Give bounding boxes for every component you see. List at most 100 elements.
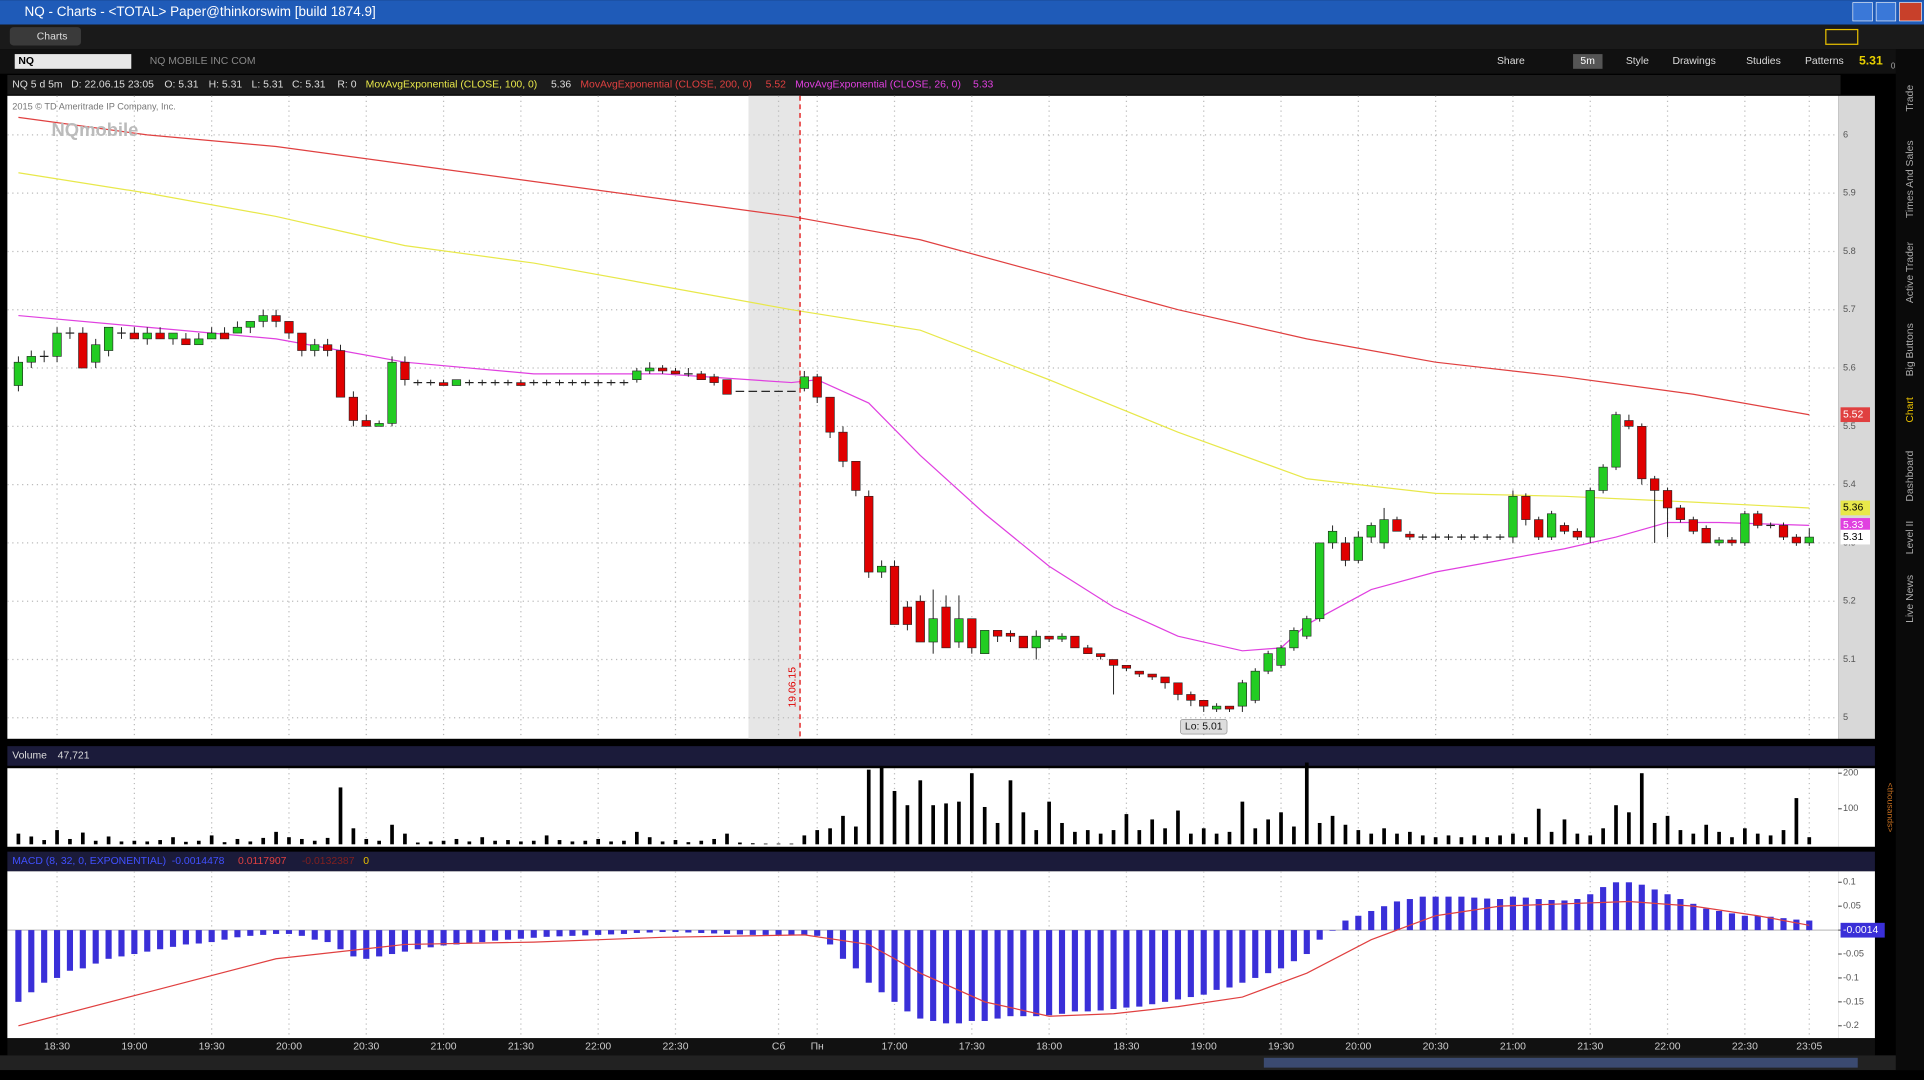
- side-tab[interactable]: Dashboard: [1905, 451, 1916, 502]
- volume-total: 47,721: [58, 751, 90, 762]
- candle-body: [1134, 670, 1144, 675]
- candle-body: [438, 382, 449, 386]
- candle-body: [451, 379, 462, 386]
- candle-body: [954, 618, 964, 643]
- info-bar: [7, 74, 1841, 95]
- volume-bar: [1459, 837, 1464, 845]
- session-gap: [748, 95, 801, 739]
- volume-bar: [750, 843, 755, 845]
- macd-bar: [1071, 930, 1078, 1012]
- study-legend: MovAvgExponential (CLOSE, 200, 0): [580, 80, 752, 91]
- macd-bar: [1535, 899, 1542, 931]
- candle-body: [877, 565, 887, 573]
- study-legend: MovAvgExponential (CLOSE, 26, 0): [795, 80, 961, 91]
- candle-body: [838, 431, 848, 462]
- volume-bar: [325, 837, 330, 845]
- side-tab[interactable]: Active Trader: [1905, 241, 1916, 303]
- macd-bar: [1110, 930, 1117, 1010]
- y-tick-label: 5.5: [1843, 421, 1856, 431]
- x-tick-label: Пн: [811, 1042, 824, 1053]
- macd-bar: [672, 930, 679, 933]
- toolbar-button[interactable]: Share: [1497, 56, 1525, 67]
- volume-bar: [866, 769, 871, 845]
- volume-bar: [1639, 773, 1644, 845]
- macd-bar: [711, 930, 718, 934]
- candle-body: [155, 332, 165, 340]
- macd-bar: [247, 930, 254, 936]
- macd-bar: [749, 930, 756, 935]
- macd-bar: [775, 930, 782, 935]
- candle-body: [1701, 528, 1711, 544]
- candle-body: [1637, 426, 1647, 480]
- macd-bar: [260, 930, 267, 935]
- side-tab[interactable]: Big Buttons: [1905, 323, 1916, 376]
- time-axis: [7, 1038, 1875, 1056]
- x-tick-label: 20:30: [1423, 1042, 1449, 1053]
- info-field: C: 5.31: [292, 80, 326, 91]
- volume-bar: [544, 835, 549, 845]
- charts-tab[interactable]: [9, 27, 81, 46]
- candle-body: [1263, 653, 1273, 672]
- price-tag-box: [1840, 500, 1871, 516]
- macd-bar: [144, 930, 151, 952]
- candle-body: [1508, 495, 1518, 538]
- candle-body: [1044, 635, 1054, 640]
- volume-bar: [879, 766, 884, 845]
- minimize-button[interactable]: [1852, 2, 1873, 22]
- symbol-box[interactable]: [14, 54, 132, 69]
- macd-bar: [852, 930, 859, 969]
- close-button[interactable]: [1899, 2, 1922, 22]
- side-tab[interactable]: Chart: [1905, 397, 1916, 423]
- macd-bar: [698, 930, 705, 933]
- macd-bar: [556, 930, 563, 937]
- macd-legend: MACD (8, 32, 0, EXPONENTIAL): [12, 856, 166, 867]
- volume-bar: [1382, 828, 1386, 845]
- toolbar-button[interactable]: Patterns: [1805, 56, 1844, 67]
- volume-bar: [106, 836, 111, 845]
- toolbar-button[interactable]: 5m: [1580, 56, 1594, 67]
- volume-bar: [1691, 833, 1696, 845]
- volume-bar: [1343, 824, 1348, 845]
- candle-body: [1366, 525, 1376, 538]
- candle-body: [168, 332, 178, 340]
- macd-bar: [646, 930, 653, 933]
- aggregation-box[interactable]: [1573, 54, 1603, 69]
- macd-bar: [1252, 930, 1259, 978]
- toolbar-button[interactable]: Drawings: [1672, 56, 1715, 67]
- volume-bar: [596, 838, 601, 845]
- candle-body: [632, 370, 642, 381]
- candle-body: [1598, 466, 1608, 491]
- volume-bar: [29, 836, 34, 845]
- side-tab[interactable]: Level II: [1905, 521, 1916, 555]
- macd-bar: [324, 930, 331, 943]
- volume-bar: [1124, 814, 1129, 845]
- toolbar-button[interactable]: Style: [1626, 56, 1649, 67]
- macd-bar: [1277, 930, 1285, 969]
- volume-bar: [1292, 826, 1296, 845]
- macd-bar: [1471, 897, 1478, 931]
- macd-bar: [53, 930, 61, 978]
- side-tab[interactable]: Trade: [1905, 85, 1916, 112]
- x-tick-label: 22:30: [662, 1042, 688, 1053]
- y-tick-label: -0.2: [1843, 1020, 1859, 1030]
- candle-body: [1057, 635, 1067, 640]
- macd-bar: [878, 930, 885, 993]
- macd-bar: [427, 930, 434, 948]
- candle-body: [387, 361, 397, 424]
- side-tab[interactable]: Live News: [1905, 575, 1916, 623]
- maximize-button[interactable]: [1875, 2, 1897, 22]
- info-field: L: 5.31: [252, 80, 284, 91]
- macd-bar: [1046, 930, 1053, 1016]
- volume-bar: [287, 837, 291, 845]
- macd-bar: [1806, 920, 1813, 931]
- link-box[interactable]: [1825, 28, 1859, 45]
- macd-tag: -0.0014: [1843, 925, 1879, 936]
- macd-bar: [968, 930, 975, 1021]
- toolbar-button[interactable]: Studies: [1746, 56, 1781, 67]
- macd-bar: [1703, 908, 1710, 931]
- x-tick-label: 19:00: [121, 1042, 147, 1053]
- macd-bar: [414, 930, 421, 950]
- side-tab[interactable]: Times And Sales: [1905, 140, 1916, 218]
- macd-bar: [453, 930, 460, 945]
- scroll-thumb[interactable]: [1263, 1057, 1858, 1068]
